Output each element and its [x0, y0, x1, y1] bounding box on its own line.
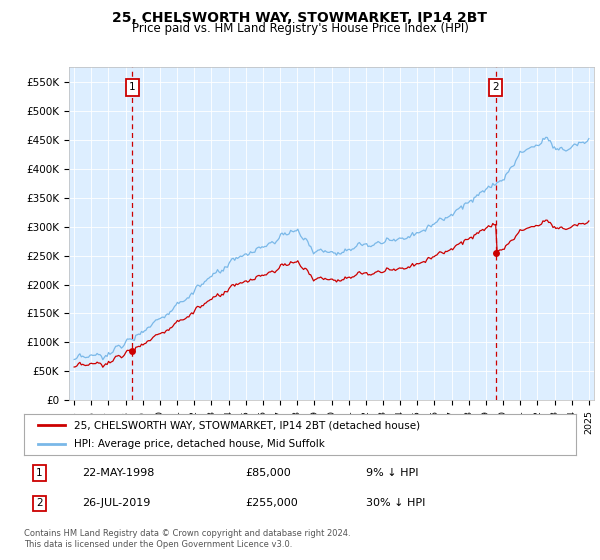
Text: 22-MAY-1998: 22-MAY-1998	[82, 468, 154, 478]
Text: 2: 2	[36, 498, 43, 508]
Text: 26-JUL-2019: 26-JUL-2019	[82, 498, 151, 508]
Text: 25, CHELSWORTH WAY, STOWMARKET, IP14 2BT: 25, CHELSWORTH WAY, STOWMARKET, IP14 2BT	[113, 11, 487, 25]
Text: Price paid vs. HM Land Registry's House Price Index (HPI): Price paid vs. HM Land Registry's House …	[131, 22, 469, 35]
Text: 9% ↓ HPI: 9% ↓ HPI	[366, 468, 419, 478]
Text: Contains HM Land Registry data © Crown copyright and database right 2024.
This d: Contains HM Land Registry data © Crown c…	[24, 529, 350, 549]
Text: 1: 1	[36, 468, 43, 478]
Text: 2: 2	[493, 82, 499, 92]
Text: 1: 1	[129, 82, 136, 92]
Text: £85,000: £85,000	[245, 468, 290, 478]
Text: 30% ↓ HPI: 30% ↓ HPI	[366, 498, 425, 508]
Text: 25, CHELSWORTH WAY, STOWMARKET, IP14 2BT (detached house): 25, CHELSWORTH WAY, STOWMARKET, IP14 2BT…	[74, 421, 420, 430]
Text: HPI: Average price, detached house, Mid Suffolk: HPI: Average price, detached house, Mid …	[74, 439, 325, 449]
Text: £255,000: £255,000	[245, 498, 298, 508]
